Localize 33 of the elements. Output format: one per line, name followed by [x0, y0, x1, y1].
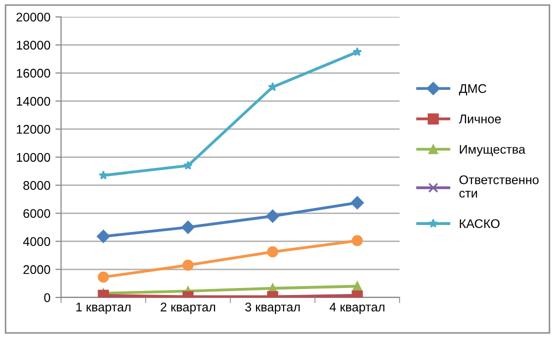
y-tick-label: 6000	[23, 209, 50, 218]
y-tick-label: 12000	[16, 124, 50, 134]
point	[268, 82, 278, 92]
point	[96, 230, 110, 244]
y-tick-label: 8000	[23, 181, 50, 190]
y-tick-label: 14000	[16, 96, 50, 106]
point	[352, 235, 363, 246]
legend-label: Личное	[458, 114, 501, 124]
point	[98, 170, 108, 180]
y-tick-label: 18000	[16, 40, 50, 50]
point	[182, 260, 194, 271]
point	[350, 196, 364, 210]
y-tick-label: 20000	[16, 12, 50, 22]
y-tick-label: 0	[44, 293, 50, 302]
y-tick-label: 16000	[16, 68, 50, 78]
y-tick-label: 10000	[16, 152, 50, 162]
point	[183, 160, 193, 170]
legend-label: Имущества	[460, 145, 526, 156]
point	[266, 209, 280, 223]
legend-label: КАСКО	[460, 219, 500, 228]
legend-label: ДМС	[458, 84, 486, 96]
x-tick-label: 2 квартал	[160, 302, 216, 314]
point	[267, 246, 278, 258]
y-tick-label: 2000	[23, 265, 50, 274]
point	[352, 47, 362, 56]
y-tick-label: 4000	[23, 237, 50, 246]
x-tick-label: 1 квартал	[76, 302, 130, 314]
point	[352, 281, 362, 292]
point	[98, 272, 109, 283]
x-tick-label: 3 квартал	[245, 302, 300, 314]
point	[181, 220, 195, 234]
legend-label: Ответственно сти	[459, 175, 539, 198]
x-tick-label: 4 квартал	[330, 302, 384, 314]
